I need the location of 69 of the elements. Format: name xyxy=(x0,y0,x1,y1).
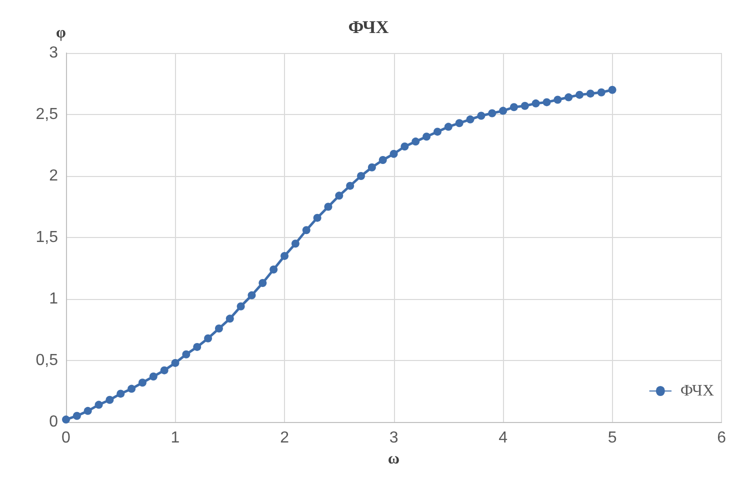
y-tick-label: 0 xyxy=(49,414,58,430)
point xyxy=(466,115,474,124)
point xyxy=(214,324,223,333)
point xyxy=(499,106,508,115)
point xyxy=(400,142,409,150)
point xyxy=(94,400,103,409)
point xyxy=(302,226,310,234)
point xyxy=(171,358,180,367)
point xyxy=(270,265,278,274)
point xyxy=(576,90,584,99)
x-tick-label: 0 xyxy=(62,430,71,446)
point xyxy=(335,192,344,200)
point xyxy=(608,86,616,94)
point xyxy=(520,102,529,110)
y-tick-label: 2 xyxy=(49,168,58,184)
point xyxy=(226,314,234,323)
point xyxy=(182,350,190,358)
point xyxy=(422,132,431,141)
y-tick-label: 1 xyxy=(49,290,58,308)
point xyxy=(564,93,573,102)
point xyxy=(542,98,551,106)
point xyxy=(128,384,136,393)
x-tick-label: 5 xyxy=(608,430,617,446)
point xyxy=(258,279,267,288)
point xyxy=(378,156,387,164)
point xyxy=(477,112,486,120)
point xyxy=(160,366,168,374)
point xyxy=(248,291,256,300)
point xyxy=(532,99,540,108)
y-tick-label: 1,5 xyxy=(36,229,58,246)
y-tick-label: 2,5 xyxy=(36,106,58,123)
x-axis-title: ω xyxy=(388,450,400,468)
point xyxy=(554,96,562,104)
point xyxy=(412,138,420,146)
point xyxy=(357,172,365,180)
chart-title: ФЧХ xyxy=(348,17,389,37)
point xyxy=(149,372,158,380)
point xyxy=(444,122,452,131)
x-tick-label: 2 xyxy=(280,430,290,446)
x-tick-label: 1 xyxy=(170,430,180,446)
point xyxy=(236,302,245,310)
y-tick-label: 0,5 xyxy=(36,352,58,369)
point xyxy=(390,150,398,158)
point xyxy=(586,90,594,98)
legend-label: ФЧХ xyxy=(680,382,714,400)
point xyxy=(510,103,518,112)
point xyxy=(116,390,125,398)
point xyxy=(597,88,606,96)
point xyxy=(72,412,81,420)
point xyxy=(346,182,354,190)
point xyxy=(368,163,376,172)
point xyxy=(280,252,289,260)
point xyxy=(313,214,322,222)
x-tick-label: 6 xyxy=(717,430,726,446)
point xyxy=(204,334,212,342)
point xyxy=(138,378,146,387)
point xyxy=(324,202,332,211)
point xyxy=(488,109,496,118)
y-tick-label: 3 xyxy=(49,44,58,62)
x-tick-label: 3 xyxy=(389,430,398,446)
point xyxy=(193,342,202,351)
x-tick-label: 4 xyxy=(498,430,508,446)
y-axis-title: φ xyxy=(56,24,66,42)
point xyxy=(433,128,442,136)
point xyxy=(106,396,114,404)
point xyxy=(455,119,464,128)
point xyxy=(62,416,70,424)
point xyxy=(84,406,92,415)
point xyxy=(291,240,300,248)
